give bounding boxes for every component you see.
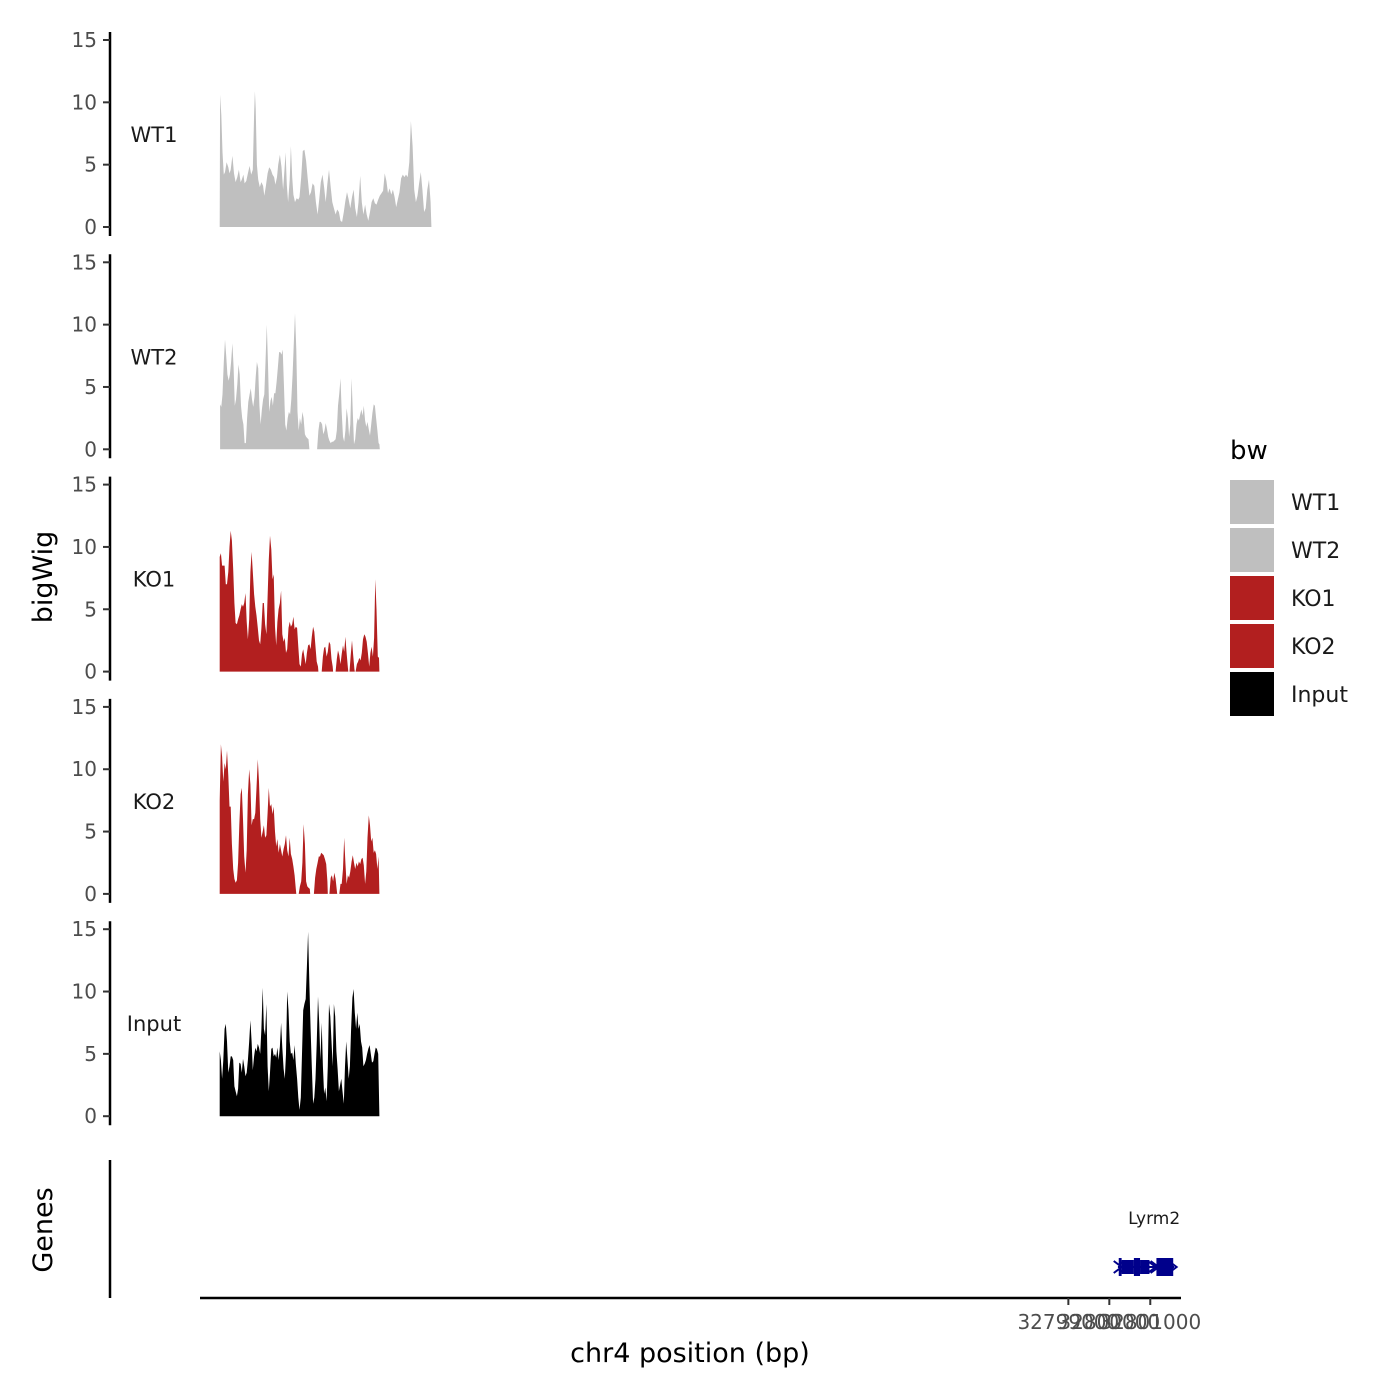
legend-key-input [1230, 672, 1274, 716]
y-tick-label: 10 [72, 757, 97, 781]
y-tick-label: 15 [72, 473, 97, 497]
track-ko2: 0 5 10 15 KO2 [72, 695, 380, 906]
legend-label-ko2: KO2 [1291, 635, 1336, 660]
y-tick-label: 0 [84, 437, 97, 461]
strand-arrow [1168, 1260, 1179, 1274]
y-axis-title: bigWig [28, 531, 59, 624]
legend-key-wt1 [1230, 480, 1274, 524]
y-tick-label: 0 [84, 1104, 97, 1128]
y-tick-label: 10 [72, 980, 97, 1004]
y-tick-label: 15 [72, 250, 97, 274]
strand-arrow [1147, 1260, 1158, 1274]
x-axis-title: chr4 position (bp) [570, 1338, 810, 1369]
y-tick-label: 10 [72, 90, 97, 114]
track-wt2: 0 5 10 15 WT2 [72, 250, 380, 461]
y-tick-label: 0 [84, 882, 97, 906]
track-wt1: 0 5 10 15 WT1 [72, 28, 432, 239]
legend-title: bw [1230, 436, 1268, 466]
track-label-wt2: WT2 [131, 345, 178, 369]
legend-label-wt2: WT2 [1291, 539, 1340, 564]
gene-exon [1140, 1260, 1150, 1274]
legend: bw WT1 WT2 KO1 KO2 Input [1230, 436, 1348, 716]
strand-arrow [1118, 1260, 1130, 1274]
x-tick-label: 32801000 [1099, 1310, 1201, 1334]
track-label-input: Input [127, 1012, 181, 1036]
y-tick-label: 5 [84, 375, 97, 399]
y-tick-label: 5 [84, 597, 97, 621]
y-tick-label: 5 [84, 820, 97, 844]
x-tick-label: 32799000 [1017, 1310, 1119, 1334]
legend-key-ko1 [1230, 576, 1274, 620]
y-tick-label: 5 [84, 153, 97, 177]
track-ko1: 0 5 10 15 KO1 [72, 473, 380, 684]
y-tick-label: 10 [72, 313, 97, 337]
gene-track-title: Genes [28, 1187, 59, 1272]
y-tick-label: 15 [72, 917, 97, 941]
area-input [219, 931, 380, 1117]
y-tick-label: 5 [84, 1042, 97, 1066]
track-input: 0 5 10 15 Input [72, 917, 380, 1128]
track-label-ko1: KO1 [133, 568, 176, 592]
legend-label-wt1: WT1 [1291, 491, 1340, 516]
legend-key-wt2 [1230, 528, 1274, 572]
x-tick-label: 32800000 [1058, 1310, 1160, 1334]
strand-arrow [1150, 1260, 1161, 1274]
track-label-wt1: WT1 [131, 123, 178, 147]
area-wt2 [220, 313, 380, 450]
y-tick-label: 15 [72, 28, 97, 52]
strand-arrow [1113, 1260, 1124, 1274]
legend-key-ko2 [1230, 624, 1274, 668]
legend-label-ko1: KO1 [1291, 587, 1336, 612]
y-tick-label: 0 [84, 215, 97, 239]
y-tick-label: 10 [72, 535, 97, 559]
y-tick-label: 0 [84, 660, 97, 684]
gene-exon [1133, 1258, 1141, 1276]
area-wt1 [219, 91, 432, 227]
gene-label: Lyrm2 [1128, 1209, 1180, 1229]
gene-track: Lyrm2 [108, 1160, 1180, 1298]
legend-label-input: Input [1291, 683, 1348, 708]
area-ko2 [219, 744, 380, 894]
y-tick-label: 15 [72, 695, 97, 719]
area-ko1 [219, 530, 380, 672]
gene-lyrm2: Lyrm2 [1113, 1209, 1180, 1276]
track-panels: 0 5 10 15 WT1 0 5 10 15 WT2 0 5 10 15 KO1 0 5 10 15 KO2 0 5 10… [72, 28, 432, 1128]
track-label-ko2: KO2 [133, 790, 176, 814]
